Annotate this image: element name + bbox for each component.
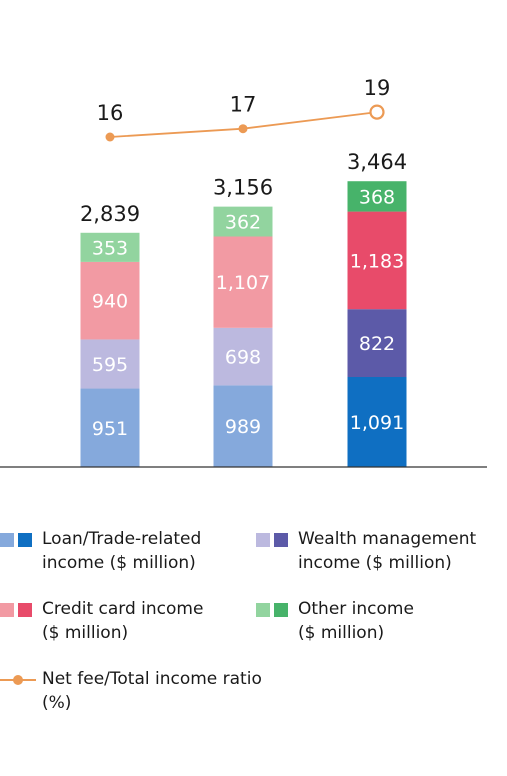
legend-item-net-fee-ratio: Net fee/Total income ratio (%) [0,667,320,717]
segment-value-label: 595 [92,354,128,376]
legend-swatch-dark [274,533,288,547]
legend-label-line2: ($ million) [298,623,385,643]
bar-total-label: 3,464 [347,150,407,174]
segment-value-label: 822 [359,333,395,355]
legend-label-line2: income ($ million) [298,553,452,573]
legend-item-credit-card: Credit card income ($ million) [0,597,250,647]
legend-label: Wealth management [298,529,477,549]
legend-swatch-dark [18,533,32,547]
segment-value-label: 940 [92,291,128,313]
legend-label: Other income [298,599,414,619]
segment-value-label: 698 [225,347,261,369]
bar-total-label: 2,839 [80,202,140,226]
ratio-value-label: 19 [364,76,391,100]
legend-label: Net fee/Total income ratio [42,669,262,689]
stacked-bar-chart: 9515959403532,83920239896981,1073623,156… [0,76,487,468]
bar-segment [347,181,407,212]
segment-value-label: 362 [225,212,261,234]
bar-total-label: 3,156 [213,176,273,200]
legend-swatch-dark [274,603,288,617]
segment-value-label: 951 [92,418,128,440]
segment-value-label: 989 [225,416,261,438]
bar-segment [213,327,273,386]
ratio-point [369,104,385,120]
segment-value-label: 1,107 [216,272,270,294]
bar-segment [213,206,273,237]
segment-value-label: 368 [359,186,395,208]
legend-item-wealth-management: Wealth management income ($ million) [256,527,507,577]
ratio-point [238,124,248,134]
bar-segment [80,261,140,340]
segment-value-label: 353 [92,237,128,259]
bar-segment [213,385,273,467]
legend-swatch-light [256,533,270,547]
segment-value-label: 1,091 [350,412,404,434]
legend-label-line2: ($ million) [42,623,129,643]
bar-segment [347,309,407,377]
legend-label-line2: income ($ million) [42,553,196,573]
bar-segment [213,236,273,328]
ratio-value-label: 17 [230,93,257,117]
legend-swatch-light [0,603,14,617]
bar-segment [80,339,140,389]
legend-swatch-light [256,603,270,617]
segment-value-label: 1,183 [350,250,404,272]
legend-item-loan-trade: Loan/Trade-related income ($ million) [0,527,250,577]
bar-segment [80,232,140,262]
ratio-point [105,132,115,142]
legend-label: Loan/Trade-related [42,529,202,549]
legend-label-line2: (%) [42,693,72,713]
bar-segment [347,376,407,467]
legend-label: Credit card income [42,599,204,619]
ratio-value-label: 16 [97,101,124,125]
legend-dot-marker [13,675,23,685]
legend-swatch-light [0,533,14,547]
bar-segment [347,211,407,310]
legend-item-other-income: Other income ($ million) [256,597,507,647]
legend-swatch-dark [18,603,32,617]
bar-segment [80,388,140,467]
